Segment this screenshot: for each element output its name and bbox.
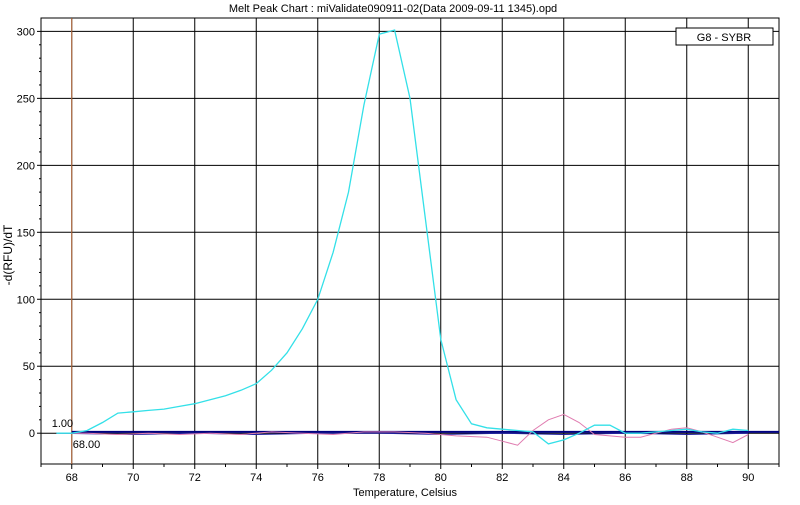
series-layer [56, 29, 749, 446]
y-tick-label: 250 [17, 93, 35, 105]
series-line [56, 413, 749, 446]
y-tick-label: 150 [17, 227, 35, 239]
x-tick-label: 78 [373, 472, 385, 484]
series-line-g8-sybr [56, 29, 749, 445]
x-tick-label: 76 [312, 472, 324, 484]
x-tick-label: 68 [66, 472, 78, 484]
y-axis-label: -d(RFU)/dT [1, 224, 15, 285]
y-tick-label: 200 [17, 160, 35, 172]
y-tick-label: 0 [29, 428, 35, 440]
cursor-value-label: 68.00 [73, 439, 101, 451]
x-tick-label: 86 [619, 472, 631, 484]
y-tick-label: 100 [17, 294, 35, 306]
x-tick-label: 80 [435, 472, 447, 484]
chart-title: Melt Peak Chart : miValidate090911-02(Da… [229, 3, 557, 15]
x-tick-label: 70 [127, 472, 139, 484]
legend-box [675, 27, 774, 46]
x-tick-label: 88 [681, 472, 693, 484]
x-tick-label: 84 [558, 472, 570, 484]
x-tick-label: 90 [742, 472, 754, 484]
threshold-value-label: 1.00 [52, 418, 73, 430]
x-tick-label: 72 [189, 472, 201, 484]
legend: G8 - SYBR [675, 27, 774, 46]
x-tick-label: 74 [250, 472, 262, 484]
y-tick-label: 300 [17, 26, 35, 38]
y-tick-label: 50 [23, 361, 35, 373]
legend-label: G8 - SYBR [697, 32, 751, 44]
tick-layer: 68 70 72 74 76 78 80 82 84 86 88 90 0 50 100 150 200 250 3… [17, 26, 780, 484]
x-tick-label: 82 [496, 472, 508, 484]
plot-area [40, 17, 780, 465]
x-axis-label: Temperature, Celsius [353, 487, 457, 499]
